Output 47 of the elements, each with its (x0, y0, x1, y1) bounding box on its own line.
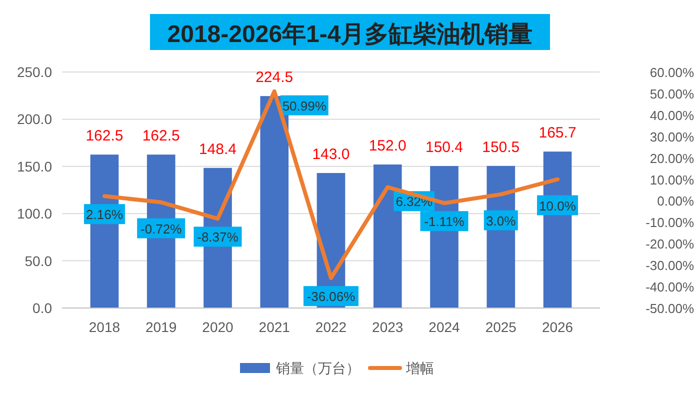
y-tick-label: 100.0 (16, 206, 52, 222)
data-label: -36.06% (306, 289, 356, 304)
y2-tick-label: 0.00% (657, 194, 694, 209)
y2-tick-label: 30.00% (650, 129, 694, 144)
data-label: 152.0 (368, 138, 406, 155)
x-tick-label: 2021 (258, 319, 290, 335)
chart-title: 2018-2026年1-4月多缸柴油机销量 (167, 21, 533, 48)
y2-tick-label: 40.00% (650, 108, 694, 123)
data-label: 224.5 (256, 69, 294, 86)
y2-tick-label: -40.00% (646, 280, 694, 295)
y-tick-label: 250.0 (16, 64, 52, 80)
data-label: -1.11% (424, 214, 465, 230)
data-label: 143.0 (312, 146, 350, 164)
y-tick-label: 50.0 (24, 252, 52, 269)
x-tick-label: 2024 (428, 319, 460, 335)
y2-tick-label: 60.00% (650, 65, 694, 80)
y2-tick-label: -50.00% (646, 301, 694, 316)
y2-tick-label: 20.00% (650, 150, 694, 166)
y2-tick-label: -20.00% (646, 236, 694, 252)
y2-tick-label: -10.00% (646, 215, 694, 230)
y-tick-label: 0.0 (32, 300, 52, 316)
x-tick-label: 2022 (315, 319, 347, 335)
x-tick-label: 2019 (146, 319, 177, 335)
data-label: 148.4 (198, 140, 237, 158)
x-tick-label: 2026 (542, 319, 574, 335)
data-label: 165.7 (538, 124, 576, 142)
data-label: 50.99% (282, 98, 327, 114)
x-tick-label: 2025 (485, 319, 517, 335)
data-label: -8.37% (197, 230, 239, 245)
legend-label: 增幅 (405, 360, 434, 376)
data-label: 10.0% (539, 198, 576, 214)
data-label: 150.5 (482, 138, 520, 156)
data-label: 162.5 (142, 128, 180, 145)
x-tick-label: 2023 (372, 319, 404, 335)
x-tick-label: 2018 (88, 319, 120, 335)
data-label: 2.16% (86, 207, 124, 222)
y2-tick-label: 10.00% (650, 172, 694, 188)
data-label: -0.72% (140, 221, 182, 236)
data-label: 150.4 (425, 139, 464, 156)
y2-tick-label: -30.00% (646, 258, 694, 274)
legend-label: 销量（万台） (275, 360, 360, 376)
y2-tick-label: 50.00% (650, 86, 694, 102)
y-tick-label: 200.0 (16, 111, 52, 128)
data-label: 162.5 (86, 128, 124, 145)
x-tick-label: 2020 (202, 319, 234, 335)
data-label: 3.0% (486, 213, 516, 228)
y-tick-label: 150.0 (16, 158, 52, 174)
